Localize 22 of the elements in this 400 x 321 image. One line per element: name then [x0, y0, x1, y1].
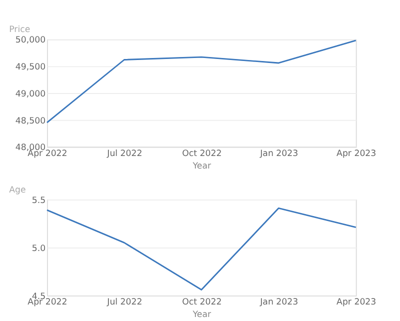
y-tick-label: 48,500	[15, 116, 46, 126]
x-tick-label: Apr 2023	[336, 298, 376, 308]
y-axis-title: Price	[9, 25, 30, 36]
x-tick-label: Oct 2022	[182, 148, 222, 159]
line-series	[46, 40, 357, 124]
x-tick-label: Jul 2022	[106, 298, 142, 308]
x-tick-label: Jan 2023	[259, 298, 298, 308]
y-tick-label: 5.0	[32, 244, 46, 254]
y-tick-label: 50,000	[15, 36, 46, 46]
x-tick-label: Apr 2022	[28, 148, 68, 159]
line-series	[46, 207, 357, 290]
x-axis-title: Year	[192, 310, 212, 320]
y-tick-label: 49,500	[15, 62, 46, 73]
x-tick-label: Jan 2023	[259, 148, 298, 159]
y-axis-title: Age	[9, 185, 26, 196]
x-tick-label: Jul 2022	[106, 148, 142, 159]
y-tick-label: 49,000	[15, 89, 46, 100]
x-axis-title: Year	[192, 161, 212, 172]
x-tick-label: Apr 2023	[336, 148, 376, 159]
x-tick-label: Oct 2022	[182, 298, 222, 308]
x-tick-label: Apr 2022	[28, 298, 68, 308]
y-tick-label: 5.5	[32, 196, 46, 206]
